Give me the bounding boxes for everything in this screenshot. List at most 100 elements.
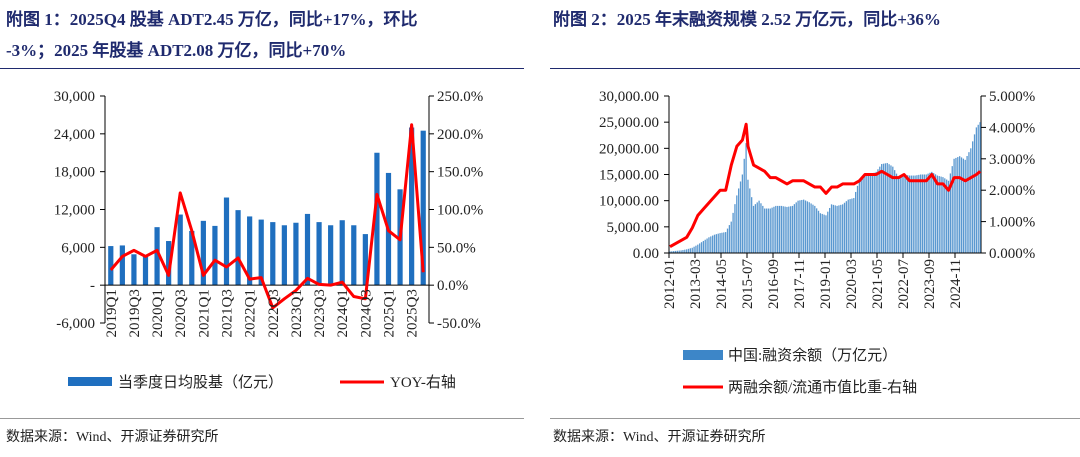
- left-chart-x-label: 2022Q1: [243, 289, 259, 337]
- right-chart-bar: [856, 185, 859, 253]
- right-chart-bar: [895, 173, 898, 253]
- right-chart-x-label: 2016-09: [766, 259, 782, 309]
- right-chart-bar: [914, 175, 916, 253]
- right-chart-bar: [706, 238, 708, 253]
- left-chart-right-tick-label: 50.0%: [437, 240, 476, 256]
- right-chart-bar: [834, 205, 836, 253]
- right-chart-bar: [929, 172, 931, 253]
- right-chart-bar: [864, 174, 866, 253]
- left-chart-bar: [281, 225, 287, 286]
- right-chart-bar: [764, 208, 766, 253]
- right-chart-x-label: 2020-03: [844, 259, 860, 309]
- right-chart-bar: [814, 205, 816, 253]
- right-chart-bar: [784, 206, 786, 253]
- right-chart-bar: [921, 174, 924, 253]
- right-chart-bar: [838, 205, 840, 253]
- right-chart-bar: [743, 158, 745, 253]
- right-chart-bar: [778, 205, 781, 253]
- right-chart-bar: [734, 204, 736, 253]
- right-chart-bar: [682, 250, 684, 253]
- right-source-rule: [550, 418, 1080, 419]
- left-chart-x-label: 2020Q3: [173, 289, 189, 337]
- right-chart-bar: [674, 250, 677, 253]
- right-chart-bar: [715, 234, 718, 253]
- right-chart-bar: [689, 248, 692, 253]
- left-title-line2: -3%；2025 年股基 ADT2.08 万亿，同比+70%: [6, 41, 347, 60]
- right-chart-bar: [697, 244, 699, 253]
- right-chart-x-label: 2019-01: [818, 259, 834, 309]
- right-chart-bar: [851, 198, 853, 253]
- right-chart-bar: [808, 202, 810, 253]
- right-chart-bar: [934, 174, 937, 253]
- right-chart-bar: [973, 134, 976, 253]
- right-chart-bar: [925, 174, 927, 253]
- left-chart-bar: [339, 220, 345, 286]
- right-chart-bar: [845, 201, 848, 253]
- right-chart-bar: [693, 246, 695, 253]
- right-chart-bar: [751, 197, 753, 253]
- right-chart-right-tick-label: 4.000%: [989, 120, 1035, 136]
- right-chart-bar: [842, 204, 844, 253]
- left-chart-bar: [108, 246, 114, 286]
- left-chart-bar: [166, 241, 172, 286]
- right-title-rule: [550, 68, 1080, 69]
- right-chart-bar: [879, 166, 881, 253]
- right-source: 数据来源：Wind、开源证券研究所: [553, 430, 766, 445]
- right-chart-bar: [719, 233, 721, 253]
- right-chart-bar: [949, 173, 952, 253]
- right-chart-bar: [966, 156, 968, 253]
- left-chart-x-label: 2022Q3: [266, 289, 282, 337]
- right-chart-bar: [886, 162, 888, 253]
- left-chart-yoy-line: [109, 123, 425, 310]
- right-chart-bar: [882, 163, 885, 253]
- right-chart-bar: [836, 205, 838, 253]
- right-chart-bar: [849, 199, 851, 253]
- left-chart-x-label: 2019Q1: [104, 289, 120, 337]
- right-chart-bar: [721, 232, 723, 253]
- right-chart-bar: [905, 174, 907, 253]
- right-chart-x-label: 2017-11: [792, 259, 808, 308]
- right-chart-bar: [732, 212, 734, 253]
- right-chart-bar: [927, 173, 929, 253]
- left-chart-bar: [328, 225, 334, 286]
- left-chart-x-label: 2021Q1: [196, 289, 212, 337]
- right-chart-x-label: 2012-01: [662, 259, 678, 309]
- right-chart-bar: [728, 225, 731, 253]
- right-chart-bar: [827, 211, 829, 253]
- left-chart-bar: [235, 210, 241, 286]
- right-chart-bar: [923, 174, 926, 253]
- right-chart-bar: [702, 240, 705, 253]
- left-chart-bar: [351, 225, 357, 286]
- right-chart-x-label: 2021-05: [870, 259, 886, 309]
- left-source: 数据来源：Wind、开源证券研究所: [6, 430, 219, 445]
- right-chart-bar: [881, 164, 883, 253]
- left-chart-right-tick-label: 250.0%: [437, 89, 483, 105]
- right-chart-bar: [957, 157, 959, 253]
- left-chart-x-label: 2024Q1: [335, 289, 351, 337]
- left-title-rule: [0, 68, 524, 69]
- right-chart-bar: [754, 204, 757, 253]
- left-chart-x-label: 2021Q3: [220, 289, 236, 337]
- right-chart-bar: [684, 249, 686, 253]
- right-chart-bar: [762, 205, 764, 253]
- right-chart-bar: [773, 206, 775, 253]
- right-chart-bar: [916, 175, 918, 253]
- right-chart-bar: [760, 203, 762, 253]
- right-chart-left-tick-label: 30,000.00: [599, 89, 659, 105]
- left-chart-bar: [200, 220, 206, 286]
- right-chart-bar: [825, 215, 827, 253]
- right-chart-bar: [678, 250, 680, 253]
- right-chart-bar: [853, 198, 855, 253]
- right-chart-bar: [791, 205, 794, 253]
- right-chart-left-tick-label: 0.00: [633, 246, 659, 262]
- right-chart-bar: [810, 203, 812, 253]
- left-chart-bar: [293, 222, 299, 286]
- right-chart-bar: [793, 204, 796, 253]
- right-chart-bar: [912, 175, 914, 253]
- right-chart-bar: [892, 166, 894, 253]
- right-chart-bar: [799, 200, 801, 253]
- right-chart-left-tick-label: 5,000.00: [607, 220, 660, 236]
- right-chart-bar: [951, 166, 953, 253]
- right-chart-right-tick-label: 3.000%: [989, 152, 1035, 168]
